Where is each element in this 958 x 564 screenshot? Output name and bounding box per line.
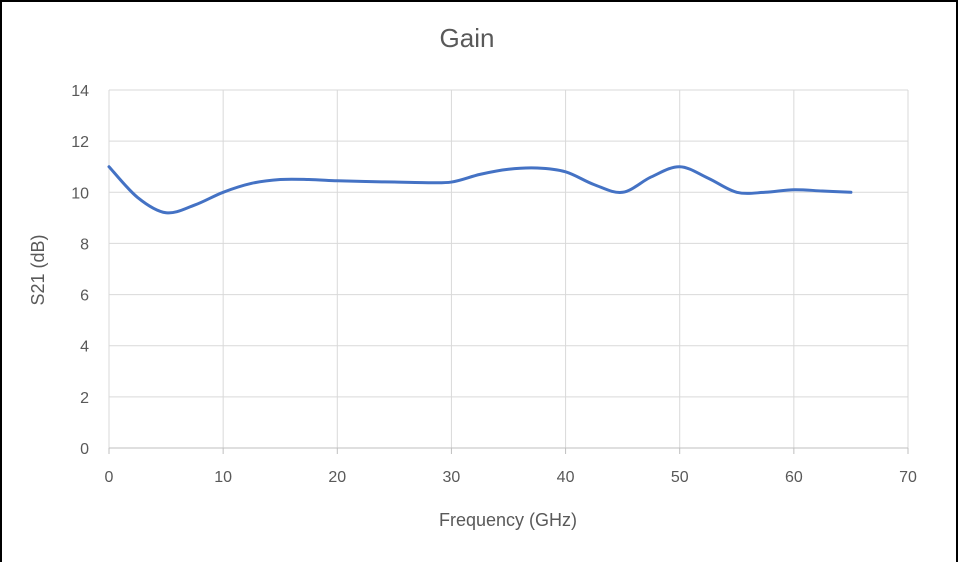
x-tick-label: 20 (328, 469, 346, 486)
x-axis-title: Frequency (GHz) (439, 510, 577, 530)
x-tick-label: 50 (671, 469, 689, 486)
series-layer (109, 167, 851, 213)
y-tick-label: 4 (80, 339, 89, 356)
y-tick-labels: 0 2 4 6 8 10 12 14 (71, 83, 89, 458)
x-tick-label: 40 (557, 469, 575, 486)
y-tick-label: 10 (71, 185, 89, 202)
axes (109, 448, 908, 454)
y-tick-label: 0 (80, 441, 89, 458)
y-tick-label: 6 (80, 288, 89, 305)
y-tick-label: 14 (71, 83, 89, 100)
x-tick-label: 60 (785, 469, 803, 486)
x-tick-label: 70 (899, 469, 917, 486)
y-axis-title: S21 (dB) (28, 234, 48, 305)
chart-title: Gain (440, 23, 495, 53)
x-tick-labels: 0 10 20 30 40 50 60 70 (105, 469, 917, 486)
x-tick-label: 0 (105, 469, 114, 486)
grid-lines (109, 90, 908, 448)
y-tick-label: 12 (71, 134, 89, 151)
series-line (109, 167, 851, 213)
x-tick-label: 30 (443, 469, 461, 486)
x-tick-label: 10 (214, 469, 232, 486)
y-tick-label: 8 (80, 236, 89, 253)
y-tick-label: 2 (80, 390, 89, 407)
